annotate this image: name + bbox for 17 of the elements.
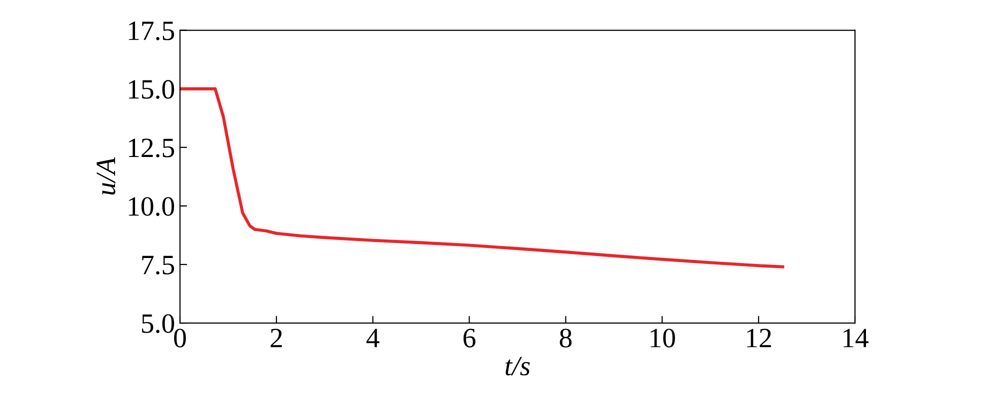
y-tick-label: 12.5 — [128, 138, 174, 158]
y-tick-label: 15.0 — [128, 80, 174, 99]
y-tick-label: 10.0 — [128, 197, 174, 216]
y-tick-label: 5.0 — [142, 314, 174, 334]
line-series — [180, 87, 784, 268]
x-tick-label: 14 — [844, 328, 868, 348]
x-tick-label: 6 — [464, 328, 476, 348]
y-axis-title: u/A — [96, 157, 116, 195]
x-axis-title: t/s — [506, 356, 530, 376]
y-tick-label: 17.5 — [128, 22, 174, 40]
x-tick-label: 4 — [366, 328, 380, 348]
y-tick-label: 7.5 — [142, 256, 174, 275]
x-tick-label: 0 — [174, 328, 186, 348]
x-tick-label: 10 — [650, 328, 675, 348]
x-tick-label: 8 — [560, 328, 572, 348]
x-tick-label: 12 — [747, 328, 771, 348]
x-tick-label: 2 — [270, 328, 282, 348]
